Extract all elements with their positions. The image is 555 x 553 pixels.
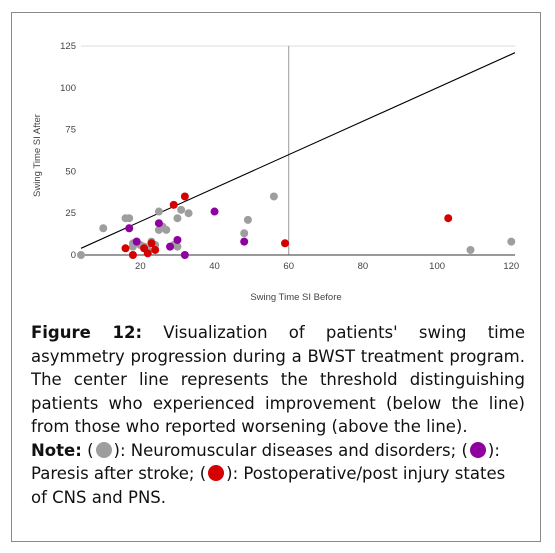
y-tick-label: 125	[60, 41, 76, 52]
data-point-injury	[444, 214, 453, 223]
data-point-injury	[128, 251, 137, 259]
data-point-neuromuscular	[269, 192, 278, 201]
note-stroke: ): Paresis after stroke; (	[31, 440, 500, 484]
scatter-chart: 0 25 50 75 100 125 20 40 60 80 100 120 Swing Time S…	[32, 41, 519, 303]
x-tick-label: 80	[358, 261, 369, 272]
y-axis-label: Swing Time SI After	[32, 114, 43, 197]
x-axis-label: Swing Time SI Before	[250, 292, 341, 303]
data-point-neuromuscular	[173, 214, 182, 223]
red-dot-icon	[208, 465, 225, 481]
figure-label: Figure 12:	[31, 323, 143, 342]
y-tick-label: 100	[60, 83, 76, 94]
gray-dot-icon	[95, 441, 112, 458]
data-point-neuromuscular	[243, 215, 252, 224]
data-point-neuromuscular	[77, 251, 85, 259]
figure-caption: Figure 12: Visualization of patients' sw…	[31, 321, 525, 509]
note-open: (	[81, 440, 94, 460]
data-point-stroke	[180, 251, 189, 259]
x-tick-label: 120	[503, 261, 519, 272]
data-point-stroke	[132, 237, 141, 246]
points-layer	[77, 52, 516, 259]
x-tick-label: 40	[209, 261, 220, 272]
data-point-injury	[180, 192, 189, 201]
data-point-neuromuscular	[154, 207, 163, 216]
data-point-neuromuscular	[173, 242, 182, 251]
data-point-injury	[147, 239, 156, 248]
data-point-stroke	[210, 207, 219, 216]
data-point-neuromuscular	[99, 224, 108, 233]
note-label: Note:	[31, 440, 82, 460]
threshold-line	[80, 52, 516, 249]
data-point-stroke	[125, 224, 134, 233]
data-point-neuromuscular	[184, 209, 193, 218]
data-point-injury	[281, 239, 290, 248]
x-tick-label: 20	[135, 261, 146, 272]
y-tick-label: 25	[65, 208, 76, 219]
data-point-neuromuscular	[162, 225, 171, 234]
figure-text: Visualization of patients' swing time as…	[31, 323, 525, 436]
data-point-injury	[121, 244, 130, 253]
data-point-injury	[143, 249, 152, 258]
grid-layer	[81, 45, 515, 255]
data-point-neuromuscular	[177, 205, 186, 214]
note-injury: ): Postoperative/post injury states of C…	[31, 464, 506, 507]
note-neuromuscular: ): Neuromuscular diseases and disorders;…	[113, 440, 468, 460]
data-point-neuromuscular	[466, 245, 475, 254]
data-point-neuromuscular	[240, 229, 249, 238]
data-point-neuromuscular	[507, 237, 516, 246]
data-point-injury	[169, 200, 178, 209]
purple-dot-icon	[469, 441, 486, 458]
y-tick-label: 75	[65, 125, 76, 136]
data-point-injury	[151, 245, 160, 254]
data-point-stroke	[154, 219, 163, 228]
y-tick-label: 50	[65, 166, 76, 177]
x-tick-label: 60	[283, 261, 294, 272]
x-tick-label: 100	[429, 261, 445, 272]
data-point-neuromuscular	[125, 214, 134, 223]
data-point-stroke	[173, 235, 182, 244]
data-point-stroke	[166, 242, 175, 251]
y-tick-label: 0	[71, 250, 76, 261]
axes-layer: 0 25 50 75 100 125 20 40 60 80 100 120	[60, 41, 519, 272]
data-point-stroke	[240, 237, 249, 246]
